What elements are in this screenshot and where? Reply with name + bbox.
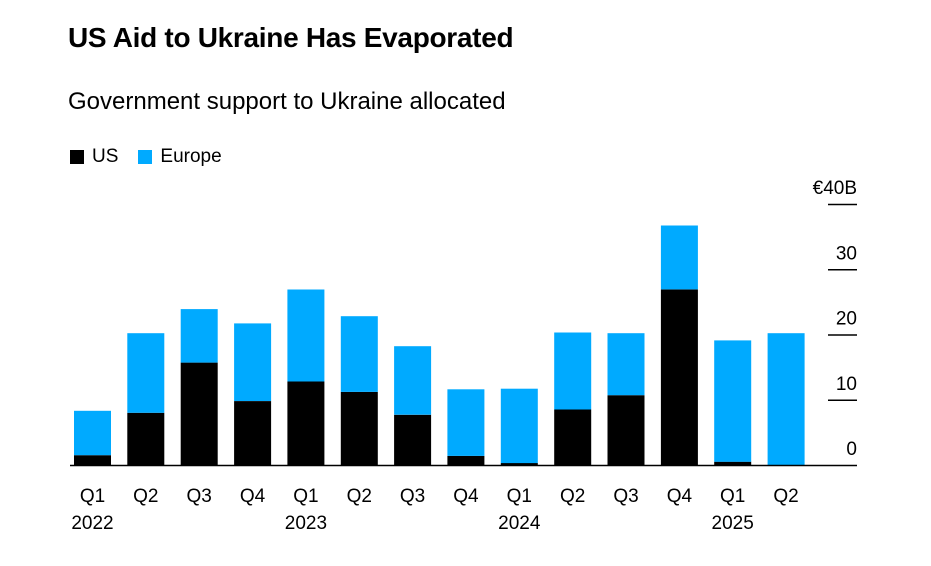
y-tick-label-10: 10 [836,374,857,395]
bar-us-0 [74,455,111,465]
legend-label-europe: Europe [160,146,222,167]
bar-us-12 [714,461,752,465]
x-tick-label-13: Q2 [773,486,798,507]
x-tick-label-8: Q1 [507,486,532,507]
bar-us-9 [554,409,592,465]
x-tick-label-0: Q1 [80,486,105,507]
bar-europe-6 [394,346,432,415]
bar-europe-7 [447,389,485,456]
legend-label-us: US [92,146,119,167]
x-tick-label-2: Q3 [187,486,212,507]
bar-us-6 [394,414,432,465]
year-label-2022: 2022 [71,513,113,534]
bar-europe-10 [607,333,645,396]
bars-group [74,225,805,465]
bar-europe-2 [180,309,218,363]
year-label-2023: 2023 [285,513,327,534]
x-tick-label-9: Q2 [560,486,585,507]
x-tick-label-11: Q4 [667,486,693,507]
legend-item-us: US [70,146,118,168]
bar-us-11 [660,289,698,465]
legend-swatch-us [70,150,84,164]
x-tick-label-5: Q2 [347,486,372,507]
year-label-2025: 2025 [712,513,754,534]
x-tick-label-10: Q3 [613,486,638,507]
bar-europe-5 [340,316,378,392]
bar-us-5 [340,391,378,465]
y-tick-label-20: 20 [836,309,857,330]
chart-title: US Aid to Ukraine Has Evaporated [68,22,514,53]
bar-us-4 [287,381,325,465]
legend-swatch-europe [138,150,153,164]
bar-europe-8 [500,388,538,464]
x-tick-label-7: Q4 [453,486,479,507]
bar-europe-13 [767,333,805,465]
bar-europe-11 [660,225,698,290]
y-tick-label-30: 30 [836,243,857,264]
axis-group: Q1 Q2 Q3 Q4 Q1 Q2 Q3 Q4 Q1 Q2 Q3 Q4 Q1 Q2 2022 2023 2024… [70,178,857,534]
x-tick-label-4: Q1 [293,486,318,507]
y-tick-label-0: 0 [846,439,857,460]
bar-us-8 [500,463,538,465]
year-label-2024: 2024 [498,513,541,534]
x-tick-label-12: Q1 [720,486,745,507]
bar-europe-0 [74,410,111,456]
bar-us-1 [127,412,165,465]
x-tick-label-1: Q2 [133,486,158,507]
legend-item-europe: Europe [138,146,222,168]
chart-subtitle: Government support to Ukraine allocated [68,88,506,115]
x-tick-label-3: Q4 [240,486,266,507]
bar-us-3 [234,401,272,465]
bar-europe-9 [554,332,592,410]
bar-us-2 [180,362,218,465]
legend: US Europe [70,146,242,168]
bar-us-10 [607,395,645,465]
bar-us-7 [447,455,485,465]
bar-europe-1 [127,333,165,413]
bar-europe-3 [234,323,272,401]
y-tick-label-40: €40B [813,178,857,199]
bar-europe-12 [714,340,752,462]
x-tick-label-6: Q3 [400,486,425,507]
bar-europe-4 [287,289,325,382]
